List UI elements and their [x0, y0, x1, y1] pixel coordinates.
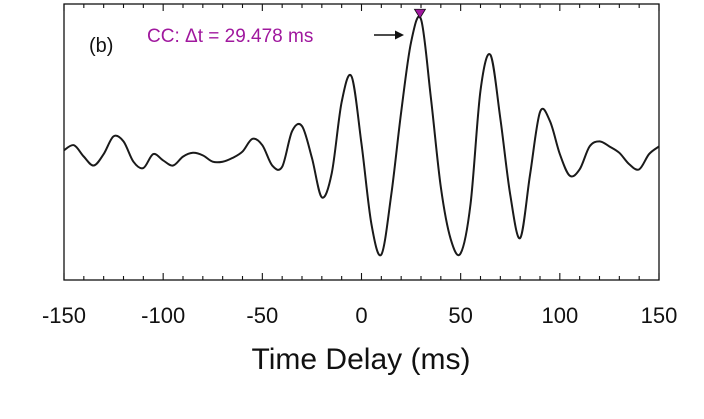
- peak-marker: [413, 8, 427, 20]
- x-axis-title: Time Delay (ms): [252, 343, 471, 376]
- x-tick-label: 100: [541, 303, 578, 328]
- annotation-arrow-head: [395, 30, 404, 40]
- panel-label: (b): [89, 35, 113, 57]
- x-axis-ticks: [63, 4, 660, 280]
- peak-annotation: CC: Δt = 29.478 ms: [147, 26, 404, 47]
- x-tick-label: 150: [641, 303, 678, 328]
- x-tick-label: 0: [355, 303, 367, 328]
- x-tick-label: -50: [246, 303, 278, 328]
- x-tick-label: -150: [42, 303, 86, 328]
- x-tick-label: -100: [141, 303, 185, 328]
- cc-series-line: [63, 15, 660, 257]
- x-axis-tick-labels: -150 -100 -50 0 50 100 150: [42, 303, 677, 328]
- peak-annotation-text: CC: Δt = 29.478 ms: [147, 26, 313, 47]
- x-tick-label: 50: [448, 303, 472, 328]
